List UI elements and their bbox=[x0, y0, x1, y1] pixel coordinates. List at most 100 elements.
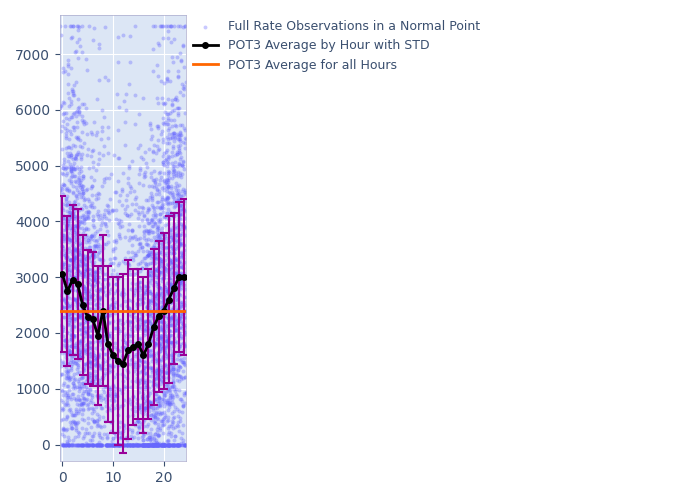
Full Rate Observations in a Normal Point bbox=[142, 372, 153, 380]
Full Rate Observations in a Normal Point bbox=[178, 358, 189, 366]
Full Rate Observations in a Normal Point bbox=[57, 164, 69, 172]
Full Rate Observations in a Normal Point bbox=[70, 165, 81, 173]
Full Rate Observations in a Normal Point bbox=[172, 237, 183, 245]
Full Rate Observations in a Normal Point bbox=[174, 135, 185, 143]
Full Rate Observations in a Normal Point bbox=[55, 321, 66, 329]
Full Rate Observations in a Normal Point bbox=[57, 185, 68, 193]
Full Rate Observations in a Normal Point bbox=[163, 430, 174, 438]
Full Rate Observations in a Normal Point bbox=[172, 189, 183, 197]
Full Rate Observations in a Normal Point bbox=[122, 306, 133, 314]
Full Rate Observations in a Normal Point bbox=[133, 422, 144, 430]
Full Rate Observations in a Normal Point bbox=[55, 238, 66, 246]
Full Rate Observations in a Normal Point bbox=[169, 230, 181, 238]
Full Rate Observations in a Normal Point bbox=[131, 366, 142, 374]
Full Rate Observations in a Normal Point bbox=[162, 194, 173, 202]
Full Rate Observations in a Normal Point bbox=[148, 298, 159, 306]
Full Rate Observations in a Normal Point bbox=[108, 288, 119, 296]
Full Rate Observations in a Normal Point bbox=[152, 382, 163, 390]
Full Rate Observations in a Normal Point bbox=[177, 309, 188, 317]
Full Rate Observations in a Normal Point bbox=[73, 440, 84, 448]
Full Rate Observations in a Normal Point bbox=[152, 294, 163, 302]
Full Rate Observations in a Normal Point bbox=[148, 377, 159, 385]
Full Rate Observations in a Normal Point bbox=[74, 290, 85, 298]
Full Rate Observations in a Normal Point bbox=[97, 332, 108, 340]
Full Rate Observations in a Normal Point bbox=[87, 290, 98, 298]
Full Rate Observations in a Normal Point bbox=[127, 440, 138, 448]
Full Rate Observations in a Normal Point bbox=[94, 76, 105, 84]
Full Rate Observations in a Normal Point bbox=[155, 239, 166, 247]
Full Rate Observations in a Normal Point bbox=[145, 309, 156, 317]
Full Rate Observations in a Normal Point bbox=[165, 314, 176, 322]
Full Rate Observations in a Normal Point bbox=[58, 440, 69, 448]
Full Rate Observations in a Normal Point bbox=[158, 396, 169, 404]
Full Rate Observations in a Normal Point bbox=[112, 440, 123, 448]
Full Rate Observations in a Normal Point bbox=[56, 349, 67, 357]
Full Rate Observations in a Normal Point bbox=[118, 440, 129, 448]
Full Rate Observations in a Normal Point bbox=[64, 275, 75, 283]
Full Rate Observations in a Normal Point bbox=[153, 72, 164, 80]
Full Rate Observations in a Normal Point bbox=[92, 249, 104, 257]
Full Rate Observations in a Normal Point bbox=[58, 160, 69, 168]
Full Rate Observations in a Normal Point bbox=[100, 383, 111, 391]
Full Rate Observations in a Normal Point bbox=[69, 212, 80, 220]
Full Rate Observations in a Normal Point bbox=[174, 211, 186, 219]
Full Rate Observations in a Normal Point bbox=[144, 440, 155, 448]
Full Rate Observations in a Normal Point bbox=[128, 411, 139, 419]
Full Rate Observations in a Normal Point bbox=[112, 154, 123, 162]
Full Rate Observations in a Normal Point bbox=[153, 122, 164, 130]
Full Rate Observations in a Normal Point bbox=[81, 278, 92, 286]
Full Rate Observations in a Normal Point bbox=[173, 412, 184, 420]
Full Rate Observations in a Normal Point bbox=[167, 440, 178, 448]
Full Rate Observations in a Normal Point bbox=[144, 433, 155, 441]
Full Rate Observations in a Normal Point bbox=[131, 370, 142, 378]
Full Rate Observations in a Normal Point bbox=[96, 258, 107, 266]
Full Rate Observations in a Normal Point bbox=[137, 344, 148, 351]
Full Rate Observations in a Normal Point bbox=[146, 290, 158, 298]
Full Rate Observations in a Normal Point bbox=[149, 256, 160, 264]
Full Rate Observations in a Normal Point bbox=[144, 400, 155, 407]
Full Rate Observations in a Normal Point bbox=[98, 386, 109, 394]
Full Rate Observations in a Normal Point bbox=[149, 440, 160, 448]
Full Rate Observations in a Normal Point bbox=[86, 271, 97, 279]
Full Rate Observations in a Normal Point bbox=[168, 129, 179, 137]
Full Rate Observations in a Normal Point bbox=[157, 99, 168, 107]
Full Rate Observations in a Normal Point bbox=[158, 380, 169, 388]
Full Rate Observations in a Normal Point bbox=[139, 366, 150, 374]
Full Rate Observations in a Normal Point bbox=[156, 440, 167, 448]
Full Rate Observations in a Normal Point bbox=[153, 41, 164, 49]
Full Rate Observations in a Normal Point bbox=[66, 268, 77, 276]
Full Rate Observations in a Normal Point bbox=[158, 273, 169, 281]
Full Rate Observations in a Normal Point bbox=[153, 316, 164, 324]
Full Rate Observations in a Normal Point bbox=[57, 425, 69, 433]
Full Rate Observations in a Normal Point bbox=[170, 440, 181, 448]
Full Rate Observations in a Normal Point bbox=[91, 440, 102, 448]
Full Rate Observations in a Normal Point bbox=[146, 244, 157, 252]
Full Rate Observations in a Normal Point bbox=[62, 184, 73, 192]
Full Rate Observations in a Normal Point bbox=[78, 267, 89, 275]
Full Rate Observations in a Normal Point bbox=[94, 40, 105, 48]
Full Rate Observations in a Normal Point bbox=[134, 324, 145, 332]
Full Rate Observations in a Normal Point bbox=[97, 404, 108, 412]
Full Rate Observations in a Normal Point bbox=[153, 440, 164, 448]
Full Rate Observations in a Normal Point bbox=[62, 374, 74, 382]
Full Rate Observations in a Normal Point bbox=[69, 323, 80, 331]
Full Rate Observations in a Normal Point bbox=[76, 398, 88, 406]
Full Rate Observations in a Normal Point bbox=[172, 440, 183, 448]
Full Rate Observations in a Normal Point bbox=[76, 304, 88, 312]
Full Rate Observations in a Normal Point bbox=[144, 440, 155, 448]
Full Rate Observations in a Normal Point bbox=[60, 195, 71, 203]
Full Rate Observations in a Normal Point bbox=[62, 336, 73, 344]
Full Rate Observations in a Normal Point bbox=[63, 314, 74, 322]
Full Rate Observations in a Normal Point bbox=[90, 280, 101, 287]
Full Rate Observations in a Normal Point bbox=[78, 346, 89, 354]
Full Rate Observations in a Normal Point bbox=[172, 150, 183, 158]
Full Rate Observations in a Normal Point bbox=[156, 261, 167, 269]
Full Rate Observations in a Normal Point bbox=[78, 366, 90, 374]
Full Rate Observations in a Normal Point bbox=[153, 233, 164, 241]
Full Rate Observations in a Normal Point bbox=[175, 279, 186, 287]
Full Rate Observations in a Normal Point bbox=[147, 244, 158, 252]
Full Rate Observations in a Normal Point bbox=[167, 307, 178, 315]
Full Rate Observations in a Normal Point bbox=[161, 186, 172, 194]
Full Rate Observations in a Normal Point bbox=[71, 236, 82, 244]
Full Rate Observations in a Normal Point bbox=[113, 440, 124, 448]
